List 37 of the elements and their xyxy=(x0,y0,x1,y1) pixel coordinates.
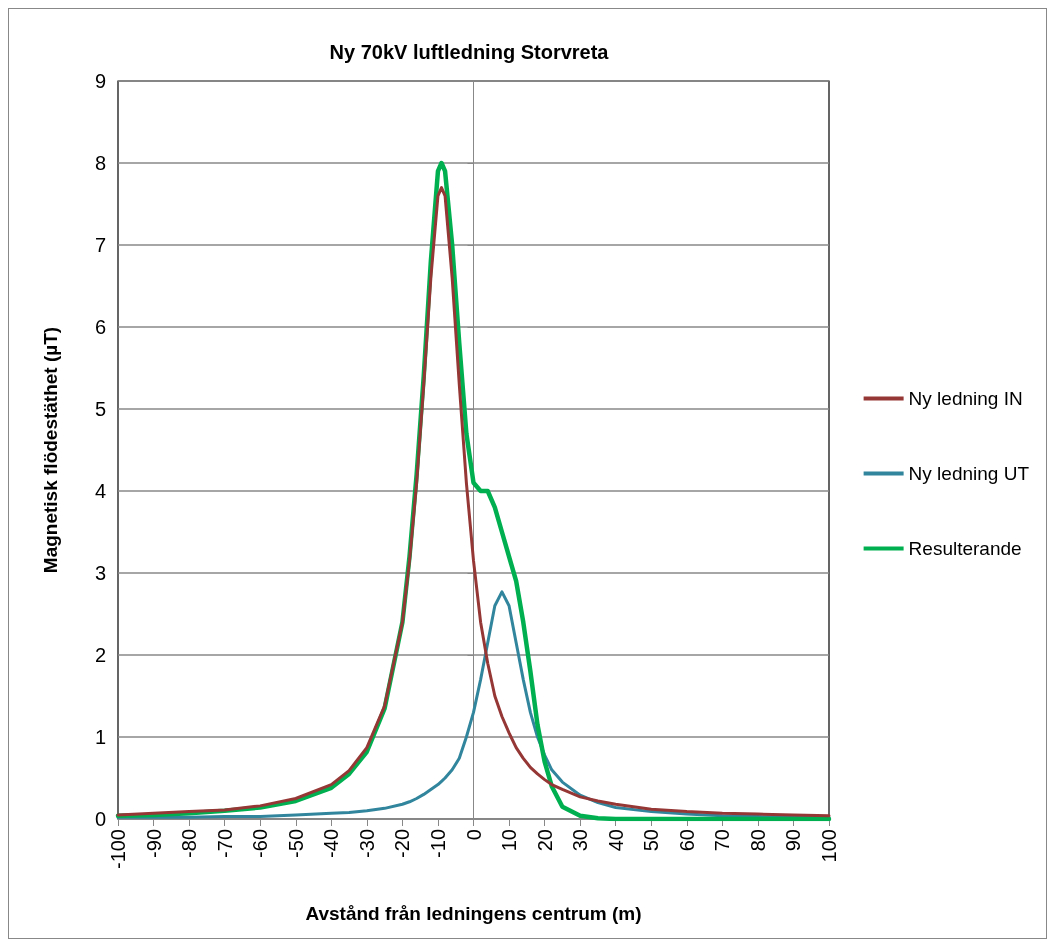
y-tick-label: 9 xyxy=(94,70,106,92)
x-tick-label: 50 xyxy=(640,829,663,852)
y-tick-label: 1 xyxy=(94,726,106,748)
y-tick-label: 5 xyxy=(94,398,106,420)
x-tick-label: -30 xyxy=(355,829,378,858)
y-tick-label: 8 xyxy=(94,152,106,174)
y-tick-label: 3 xyxy=(94,562,106,584)
y-tick-label: 4 xyxy=(94,480,106,502)
x-tick-label: 30 xyxy=(569,829,592,852)
x-tick-label: -40 xyxy=(320,829,343,858)
x-tick-label: 100 xyxy=(818,829,840,863)
x-tick-label: 80 xyxy=(746,829,769,852)
legend-label: Resulterande xyxy=(908,538,1022,559)
x-tick-label: -20 xyxy=(391,829,414,858)
chart-title: Ny 70kV luftledning Storvreta xyxy=(329,41,610,63)
x-tick-label: -90 xyxy=(142,829,165,858)
x-tick-label: 0 xyxy=(462,829,485,841)
x-tick-label: -100 xyxy=(107,829,129,870)
x-tick-label: 40 xyxy=(604,829,627,852)
x-tick-label: 90 xyxy=(782,829,805,852)
x-tick-label: -10 xyxy=(426,829,449,858)
x-tick-label: -50 xyxy=(284,829,307,858)
legend-label: Ny ledning UT xyxy=(908,463,1030,484)
x-tick-label: -60 xyxy=(249,829,272,858)
x-tick-label: -80 xyxy=(178,829,201,858)
y-axis-title: Magnetisk flödestäthet (µT) xyxy=(40,326,61,574)
y-tick-label: 6 xyxy=(94,316,106,338)
x-tick-label: 70 xyxy=(711,829,734,852)
x-tick-label: 10 xyxy=(498,829,521,852)
legend-label: Ny ledning IN xyxy=(908,388,1023,409)
y-tick-label: 2 xyxy=(94,644,106,666)
y-tick-label: 7 xyxy=(94,234,106,256)
x-axis-title: Avstånd från ledningens centrum (m) xyxy=(305,903,642,924)
x-tick-label: -70 xyxy=(213,829,236,858)
y-tick-label: 0 xyxy=(94,808,106,830)
x-tick-label: 60 xyxy=(675,829,698,852)
x-tick-label: 20 xyxy=(533,829,556,852)
